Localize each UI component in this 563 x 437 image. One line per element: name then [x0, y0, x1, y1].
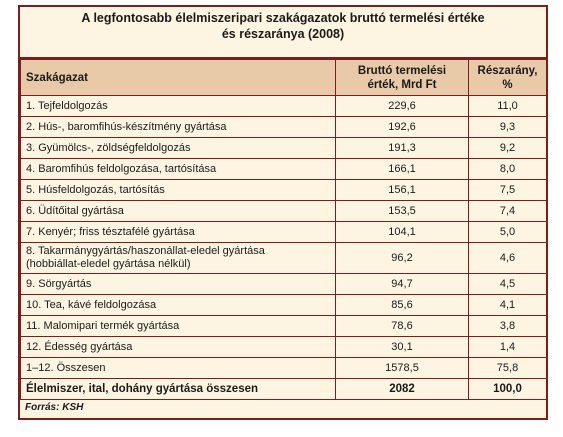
- data-table: Szakágazat Bruttó termelési érték, Mrd F…: [20, 59, 547, 400]
- table-row: 11. Malomipari termék gyártása 78,6 3,8: [20, 315, 547, 337]
- row-name-line-2: (hobbiállat-eledel gyártása nélkül): [26, 258, 191, 270]
- header-row: Szakágazat Bruttó termelési érték, Mrd F…: [20, 59, 547, 96]
- row-name: 8. Takarmánygyártás/haszonállat-eledel g…: [20, 242, 336, 274]
- table-row: 7. Kenyér; friss tésztafélé gyártása 104…: [20, 221, 547, 243]
- row-value: 229,6: [335, 95, 469, 117]
- row-value: 85,6: [335, 294, 469, 316]
- header-sector: Szakágazat: [20, 59, 336, 96]
- table-row: 2. Hús-, baromfihús-készítmény gyártása …: [20, 116, 547, 138]
- row-share: 11,0: [468, 95, 547, 117]
- row-value: 96,2: [335, 242, 469, 274]
- header-value-line-2: érték, Mrd Ft: [367, 78, 437, 91]
- row-name: 3. Gyümölcs-, zöldségfeldolgozás: [20, 137, 336, 159]
- subtotal-row: 1–12. Összesen 1578,5 75,8: [20, 357, 547, 379]
- table-row: 12. Édesség gyártása 30,1 1,4: [20, 336, 547, 358]
- row-name: 7. Kenyér; friss tésztafélé gyártása: [20, 221, 336, 243]
- row-value: 166,1: [335, 158, 469, 180]
- row-value: 156,1: [335, 179, 469, 201]
- table-row: 8. Takarmánygyártás/haszonállat-eledel g…: [20, 242, 547, 274]
- row-share: 1,4: [468, 336, 547, 358]
- row-share: 9,3: [468, 116, 547, 138]
- row-name: 4. Baromfihús feldolgozása, tartósítása: [20, 158, 336, 180]
- row-name: 1. Tejfeldolgozás: [20, 95, 336, 117]
- header-value: Bruttó termelési érték, Mrd Ft: [335, 59, 469, 96]
- row-value: 153,5: [335, 200, 469, 222]
- total-row: Élelmiszer, ital, dohány gyártása összes…: [20, 378, 547, 400]
- table-row: 3. Gyümölcs-, zöldségfeldolgozás 191,3 9…: [20, 137, 547, 159]
- row-share: 7,4: [468, 200, 547, 222]
- table-title: A legfontosabb élelmiszeripari szakágaza…: [20, 7, 546, 59]
- row-value: 78,6: [335, 315, 469, 337]
- row-name: 9. Sörgyártás: [20, 273, 336, 295]
- subtotal-share: 75,8: [468, 357, 547, 379]
- header-value-line-1: Bruttó termelési: [357, 64, 447, 77]
- row-name: 11. Malomipari termék gyártása: [20, 315, 336, 337]
- row-name-line-1: 8. Takarmánygyártás/haszonállat-eledel g…: [26, 245, 265, 257]
- header-share-line-2: %: [502, 78, 513, 91]
- source-note: Forrás: KSH: [25, 402, 84, 413]
- row-share: 5,0: [468, 221, 547, 243]
- row-name: 6. Üdítőital gyártása: [20, 200, 336, 222]
- row-value: 104,1: [335, 221, 469, 243]
- row-value: 94,7: [335, 273, 469, 295]
- header-share: Részarány, %: [468, 59, 547, 96]
- header-share-line-1: Részarány,: [477, 64, 538, 77]
- table-row: 6. Üdítőital gyártása 153,5 7,4: [20, 200, 547, 222]
- total-share: 100,0: [468, 378, 547, 400]
- subtotal-name: 1–12. Összesen: [20, 357, 336, 379]
- row-value: 192,6: [335, 116, 469, 138]
- table-row: 9. Sörgyártás 94,7 4,5: [20, 273, 547, 295]
- row-name: 12. Édesség gyártása: [20, 336, 336, 358]
- table-row: 10. Tea, kávé feldolgozása 85,6 4,1: [20, 294, 547, 316]
- row-share: 4,6: [468, 242, 547, 274]
- row-value: 191,3: [335, 137, 469, 159]
- table-row: 4. Baromfihús feldolgozása, tartósítása …: [20, 158, 547, 180]
- row-name: 2. Hús-, baromfihús-készítmény gyártása: [20, 116, 336, 138]
- subtotal-value: 1578,5: [335, 357, 469, 379]
- row-name: 10. Tea, kávé feldolgozása: [20, 294, 336, 316]
- row-share: 3,8: [468, 315, 547, 337]
- table-row: 5. Húsfeldolgozás, tartósítás 156,1 7,5: [20, 179, 547, 201]
- row-name: 5. Húsfeldolgozás, tartósítás: [20, 179, 336, 201]
- row-share: 4,5: [468, 273, 547, 295]
- title-line-2: és részaránya (2008): [221, 27, 345, 41]
- total-value: 2082: [335, 378, 469, 400]
- row-share: 9,2: [468, 137, 547, 159]
- row-share: 7,5: [468, 179, 547, 201]
- row-value: 30,1: [335, 336, 469, 358]
- table-frame: A legfontosabb élelmiszeripari szakágaza…: [18, 5, 548, 420]
- table-row: 1. Tejfeldolgozás 229,6 11,0: [20, 95, 547, 117]
- total-name: Élelmiszer, ital, dohány gyártása összes…: [20, 378, 336, 400]
- row-share: 4,1: [468, 294, 547, 316]
- row-share: 8,0: [468, 158, 547, 180]
- title-line-1: A legfontosabb élelmiszeripari szakágaza…: [81, 11, 485, 25]
